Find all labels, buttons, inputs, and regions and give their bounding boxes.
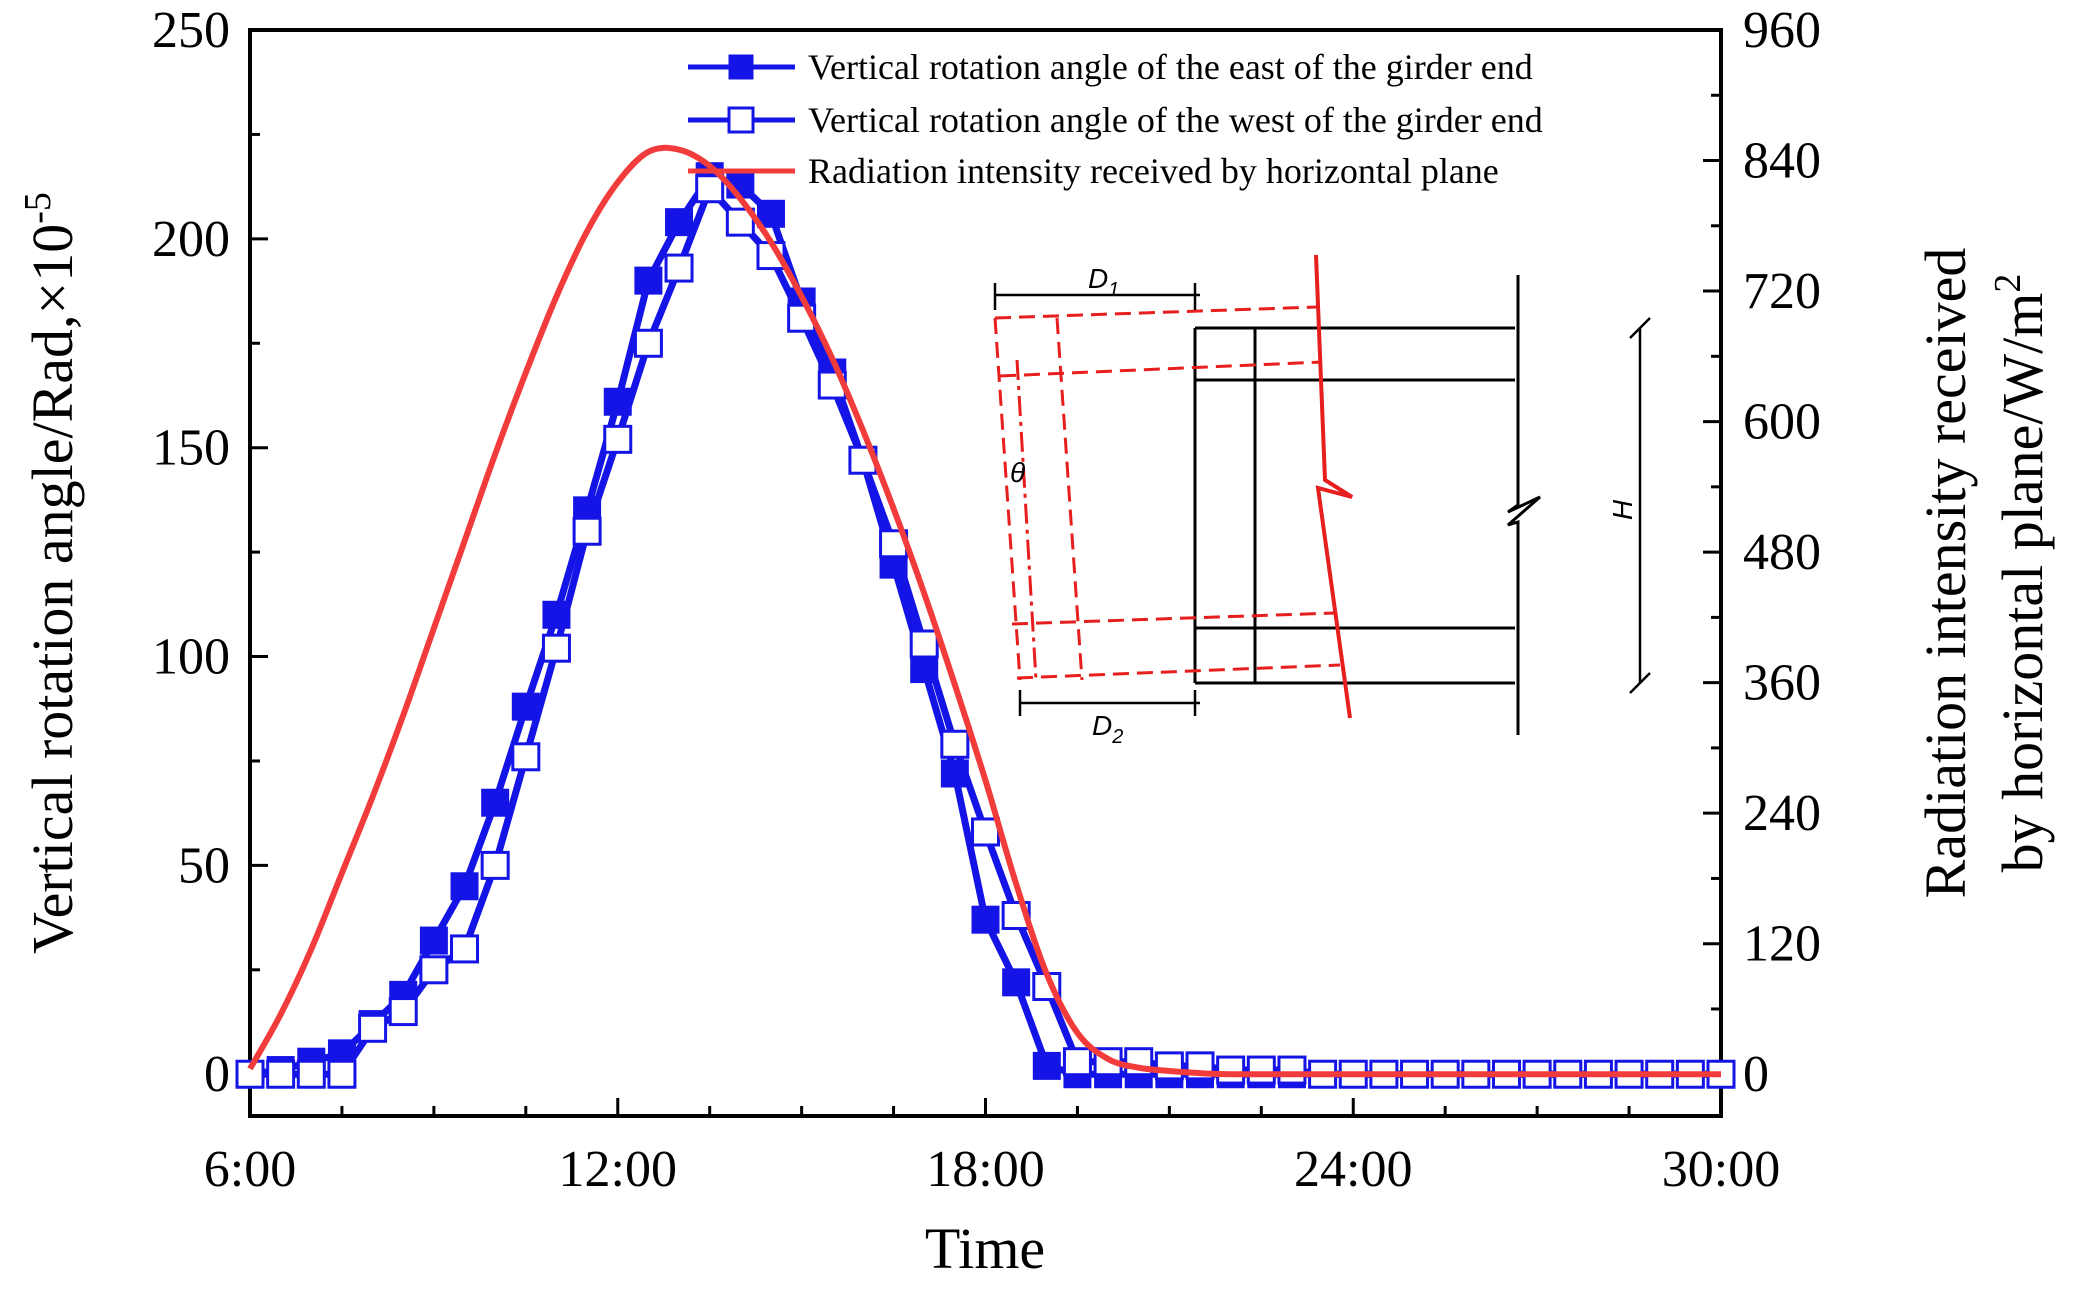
- y2-axis-title-exponent: 2: [1987, 274, 2029, 293]
- series-west: [235, 174, 1736, 1089]
- data-point-west: [1062, 1047, 1092, 1077]
- y-axis-ticks: 0 50 100 150 200 250: [152, 2, 268, 1103]
- x-tick-label: 30:00: [1662, 1141, 1780, 1198]
- y2-tick-label: 480: [1743, 524, 1821, 581]
- series-radiation: [247, 144, 1721, 1078]
- legend-label-east: Vertical rotation angle of the east of t…: [808, 47, 1533, 87]
- data-point-east: [1032, 1051, 1061, 1080]
- inset-girder-diagram: D1 D2 θ H: [993, 254, 1651, 748]
- data-point-east: [971, 905, 1000, 934]
- y2-tick-label: 960: [1743, 2, 1821, 59]
- data-point-west: [1124, 1047, 1154, 1077]
- y2-tick-label: 0: [1743, 1046, 1769, 1103]
- y2-tick-label: 360: [1743, 655, 1821, 712]
- inset-label-height: H: [1607, 499, 1638, 520]
- legend-item-west: Vertical rotation angle of the west of t…: [688, 100, 1543, 140]
- x-axis-title: Time: [925, 1216, 1045, 1281]
- data-point-west: [664, 253, 694, 283]
- y-axis-title: Vertical rotation angle/Rad,×10-5: [17, 192, 85, 954]
- inset-deflection-curve: [1314, 254, 1354, 719]
- data-point-west: [541, 633, 571, 663]
- data-point-west: [511, 742, 541, 772]
- data-point-west: [450, 934, 480, 964]
- y-tick-label: 200: [152, 211, 230, 268]
- data-point-west: [971, 817, 1000, 847]
- data-point-west: [358, 1013, 388, 1043]
- data-point-east: [634, 266, 663, 295]
- y2-axis-title-line2-text: by horizontal plane/W/m: [1990, 293, 2055, 873]
- x-tick-label: 6:00: [204, 1141, 296, 1198]
- data-point-west: [572, 516, 602, 546]
- y2-tick-label: 720: [1743, 263, 1821, 320]
- y2-axis-ticks: 0 120 240 360 480 600 720 840 960: [1703, 2, 1821, 1103]
- data-point-west: [940, 729, 970, 759]
- inset-label-d2: D2: [1092, 710, 1123, 748]
- y-tick-label: 250: [152, 2, 230, 59]
- y2-axis-title-line1: Radiation intensity received: [1913, 248, 1978, 899]
- inset-label-theta: θ: [1010, 457, 1025, 488]
- legend-item-east: Vertical rotation angle of the east of t…: [688, 47, 1533, 87]
- y2-tick-label: 840: [1743, 133, 1821, 190]
- x-axis-ticks: 6:00 12:00 18:00 24:00 30:00: [204, 1098, 1780, 1198]
- data-point-west: [1277, 1055, 1307, 1085]
- data-point-west: [296, 1059, 326, 1089]
- data-point-west: [909, 629, 939, 659]
- y-axis-title-text: Vertical rotation angle/Rad,×10: [20, 224, 85, 954]
- data-point-east: [756, 199, 785, 228]
- y-tick-label: 150: [152, 420, 230, 477]
- x-tick-label: 24:00: [1294, 1141, 1412, 1198]
- inset-girder-rotated: [993, 305, 1341, 681]
- legend-label-radiation: Radiation intensity received by horizont…: [808, 151, 1499, 191]
- legend-swatch-west-marker: [727, 106, 755, 134]
- data-point-west: [419, 955, 449, 985]
- y-axis-title-exponent: -5: [17, 192, 59, 224]
- y-tick-label: 50: [178, 837, 230, 894]
- data-point-west: [695, 174, 725, 204]
- data-point-west: [266, 1059, 296, 1089]
- y-tick-label: 100: [152, 629, 230, 686]
- legend-label-west: Vertical rotation angle of the west of t…: [808, 100, 1543, 140]
- x-tick-label: 18:00: [926, 1141, 1044, 1198]
- inset-dimension-lines: [993, 283, 1651, 716]
- data-point-east: [419, 926, 448, 955]
- data-point-west: [1216, 1055, 1246, 1085]
- data-point-west: [388, 997, 418, 1027]
- data-point-west: [603, 424, 633, 454]
- series-line-radiation: [247, 144, 1721, 1078]
- x-tick-label: 12:00: [559, 1141, 677, 1198]
- data-point-east: [665, 208, 694, 237]
- data-point-east: [1002, 968, 1031, 997]
- legend-swatch-east-marker: [728, 54, 754, 80]
- inset-label-d1: D1: [1088, 263, 1119, 301]
- data-point-east: [481, 788, 510, 817]
- data-point-east: [450, 872, 479, 901]
- inset-girder-original: [1193, 275, 1541, 735]
- y2-axis-title-line2: by horizontal plane/W/m2: [1987, 274, 2055, 873]
- legend: Vertical rotation angle of the east of t…: [688, 47, 1543, 191]
- series-layer: [235, 144, 1736, 1089]
- data-point-west: [1154, 1051, 1184, 1081]
- y2-tick-label: 240: [1743, 785, 1821, 842]
- legend-item-radiation: Radiation intensity received by horizont…: [688, 151, 1499, 191]
- y2-tick-label: 120: [1743, 916, 1821, 973]
- data-point-west: [633, 328, 663, 358]
- data-point-west: [1246, 1055, 1276, 1085]
- y2-tick-label: 600: [1743, 394, 1821, 451]
- y-tick-label: 0: [204, 1046, 230, 1103]
- data-point-west: [480, 850, 510, 880]
- data-point-west: [327, 1059, 357, 1089]
